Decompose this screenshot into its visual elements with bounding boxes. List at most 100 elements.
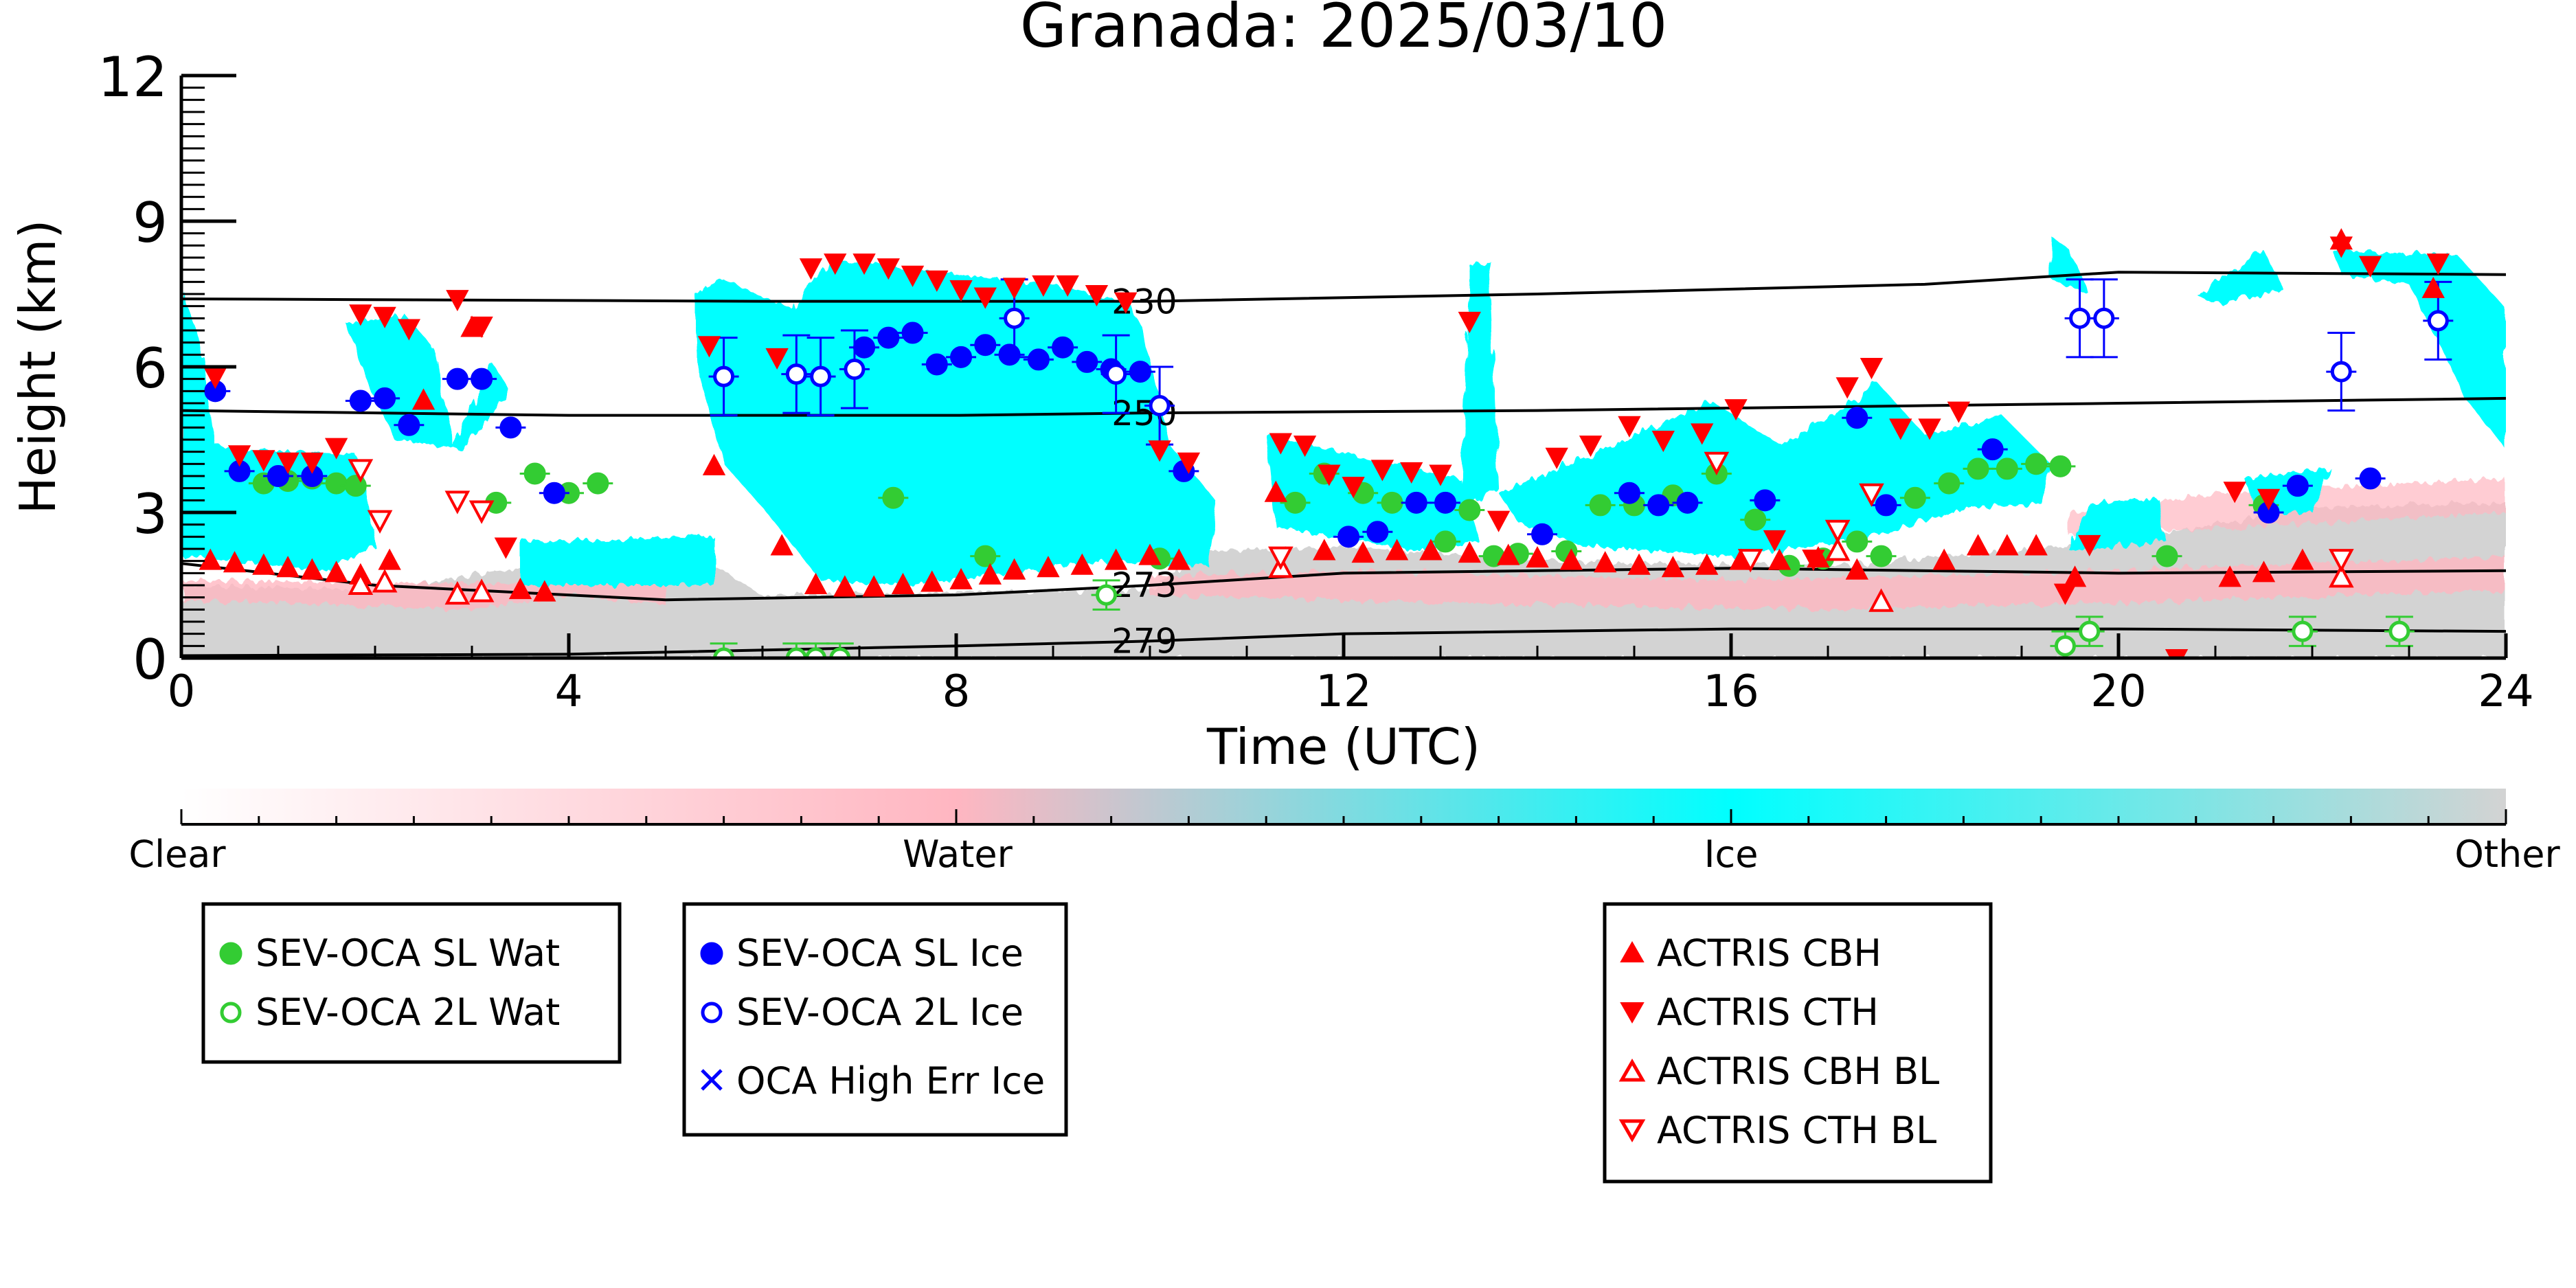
point-2-29 [1618,482,1640,504]
legend-2l-wat-marker [220,1002,242,1024]
colorbar-label-ice: Ice [1704,833,1759,876]
point-6-29 [1269,433,1293,455]
point-8-6 [1737,549,1763,573]
point-6-16 [852,253,876,275]
x-tick-label-8: 8 [942,666,971,717]
point-5-17 [891,572,915,594]
point-6-1 [227,445,251,467]
bg-ice-11 [2050,236,2090,294]
point-6-25 [1085,285,1109,307]
point-2-8 [471,368,493,390]
point-0-28 [1846,530,1868,553]
point-5-39 [1695,553,1719,575]
point-2-17 [998,343,1021,366]
point-6-44 [1763,530,1787,552]
point-5-36 [1594,551,1617,573]
point-3-1 [785,363,807,385]
chart-title: Granada: 2025/03/10 [1020,0,1668,61]
point-7-5 [1824,537,1851,561]
point-5-30 [1385,539,1409,561]
point-7-3 [468,578,495,602]
point-0-10 [974,545,997,567]
point-6-55 [2257,488,2281,510]
point-6-52 [2078,534,2101,557]
x-tick-label-4: 4 [555,666,583,717]
isotherm-label-273: 273 [1111,565,1177,605]
point-2-32 [1754,489,1776,512]
legend-cth-marker [1620,1002,1645,1024]
point-5-27 [1264,480,1287,502]
point-6-3 [276,452,300,474]
point-6-22 [1002,278,1026,300]
point-0-9 [882,486,905,509]
point-3-0 [713,365,735,387]
legend-water: SEV-OCA SL Wat SEV-OCA 2L Wat [201,902,622,1064]
point-2-33 [1846,407,1868,429]
point-2-10 [543,482,565,504]
point-6-40 [1618,416,1641,438]
point-6-37 [1487,510,1511,532]
point-0-36 [2156,545,2178,567]
y-axis-label: Height (km) [9,220,67,515]
point-8-5 [1704,451,1730,476]
colorbar: Clear Water Ice Other [128,789,2560,876]
point-5-46 [1996,534,2019,556]
point-5-24 [1104,548,1128,570]
point-2-12 [877,326,900,349]
legend-high-err-label: OCA High Err Ice [736,1059,1045,1103]
point-2-30 [1647,494,1670,517]
point-0-8 [587,472,609,495]
point-0-4 [344,475,367,497]
point-6-26 [1114,292,1138,314]
point-0-31 [1938,472,1961,495]
legend-water-box [201,902,622,1064]
legend-2l-wat-label: SEV-OCA 2L Wat [256,991,560,1034]
point-5-3 [276,556,300,578]
point-6-8 [397,319,421,341]
point-0-21 [1589,494,1612,517]
legend-cbh-bl-label: ACTRIS CBH BL [1657,1050,1939,1093]
colorbar-label-water: Water [903,833,1013,876]
point-2-37 [2286,475,2309,497]
point-6-18 [901,265,925,287]
point-5-13 [770,534,793,556]
point-6-32 [1342,477,1365,499]
legend-sl-ice-marker [700,942,723,965]
legend-cth-label: ACTRIS CTH [1657,991,1879,1034]
point-5-28 [1313,539,1336,561]
point-2-18 [1027,348,1050,371]
point-6-13 [765,348,789,370]
point-3-5 [1105,363,1127,385]
point-6-51 [2053,583,2077,605]
point-5-2 [252,553,275,575]
point-2-38 [2359,467,2382,490]
point-5-44 [1932,548,1956,570]
y-tick-label-6: 6 [133,337,168,400]
point-2-5 [374,387,396,409]
legend-ice-box [682,902,1068,1137]
point-2-34 [1875,494,1897,517]
point-6-17 [877,258,900,280]
point-3-4 [1004,307,1026,329]
y-tick-label-0: 0 [133,628,168,692]
point-8-2 [444,490,471,515]
point-0-33 [1996,457,2018,480]
legend-actris-box [1603,902,1993,1184]
point-5-38 [1661,556,1685,578]
point-2-27 [1434,491,1457,514]
point-0-16 [1434,530,1457,553]
point-5-0 [199,548,222,570]
point-5-4 [300,558,324,580]
point-1-3 [829,647,851,658]
point-2-25 [1366,521,1389,543]
point-6-31 [1318,464,1341,486]
point-3-2 [810,365,832,387]
point-6-14 [799,258,823,280]
point-2-9 [499,416,522,439]
point-1-0 [713,647,735,658]
series-sev-oca-2l-ice [708,278,2454,446]
series-actris-cth-bl [348,451,2354,573]
point-0-30 [1903,486,1926,509]
point-6-36 [1458,311,1481,333]
